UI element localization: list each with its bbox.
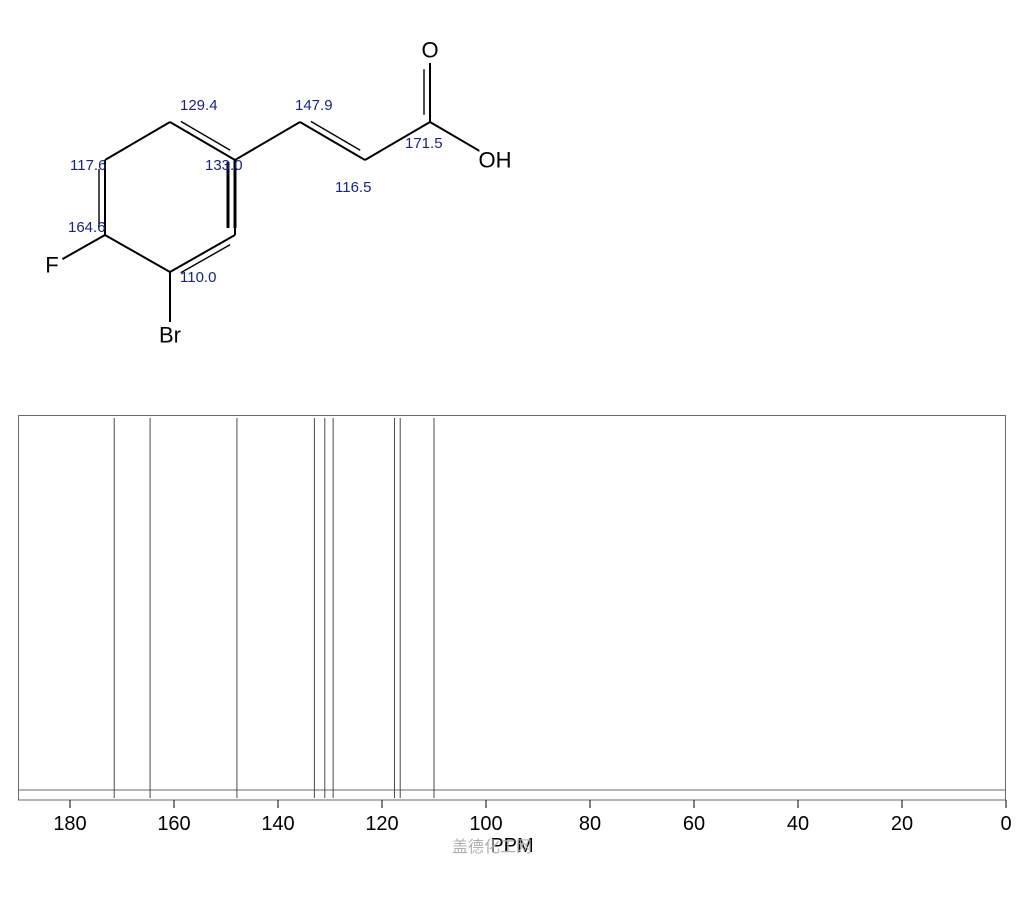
page-root: O OH F Br 129.4 147.9 117.6 133.0 171.5 116.5 164…: [0, 0, 1024, 900]
atom-label: OH: [479, 148, 512, 173]
chemical-shift-label: 110.0: [180, 269, 216, 286]
atom-label: F: [45, 253, 58, 278]
chemical-shift-label: 147.9: [295, 97, 333, 114]
spectrum-frame: [18, 416, 1006, 801]
bond-line-inner: [311, 121, 360, 150]
axis-tick-label: 40: [787, 813, 809, 835]
atom-label: Br: [159, 323, 181, 348]
atom-label: O: [421, 38, 438, 63]
axis-tick-label: 180: [53, 813, 86, 835]
atom-label-layer: O OH F Br: [43, 37, 511, 348]
axis-tick-label: 140: [261, 813, 294, 835]
axis-tick-label: 60: [683, 813, 705, 835]
nmr-spectrum-chart: 180160140120100806040200PPM 盖德化工网: [18, 415, 1006, 855]
chemical-shift-label: 164.6: [68, 219, 106, 236]
spectrum-border: [19, 416, 1006, 801]
bond-line: [170, 235, 235, 272]
chemical-shift-label: 133.0: [205, 157, 243, 174]
axis-tick-label: 160: [157, 813, 190, 835]
axis-tick-label: 120: [365, 813, 398, 835]
spectrum-svg: 180160140120100806040200PPM 盖德化工网: [18, 415, 1006, 855]
chemical-structure-diagram: O OH F Br 129.4 147.9 117.6 133.0 171.5 116.5 164…: [0, 10, 540, 390]
bond-line: [105, 235, 170, 272]
watermark-text: 盖德化工网: [452, 838, 532, 856]
chemical-shift-label: 117.6: [70, 157, 106, 174]
axis-tick-label: 20: [891, 813, 913, 835]
chemical-shift-label: 171.5: [405, 135, 443, 152]
bond-line: [105, 122, 170, 160]
structure-svg: O OH F Br 129.4 147.9 117.6 133.0 171.5 116.5 164…: [0, 10, 540, 390]
spectrum-axis: 180160140120100806040200PPM: [53, 800, 1011, 857]
shift-label-layer: 129.4 147.9 117.6 133.0 171.5 116.5 164.6 110.0: [68, 97, 443, 286]
axis-tick-label: 80: [579, 813, 601, 835]
bond-line: [300, 122, 365, 160]
bond-line-inner: [181, 121, 230, 150]
axis-tick-label: 0: [1000, 813, 1011, 835]
spectrum-watermark: 盖德化工网: [452, 838, 532, 856]
bond-layer: [62, 62, 484, 323]
bond-line: [170, 122, 235, 160]
chemical-shift-label: 116.5: [335, 179, 371, 196]
axis-tick-label: 100: [469, 813, 502, 835]
chemical-shift-label: 129.4: [180, 97, 218, 114]
bond-line: [235, 122, 300, 160]
bond-line: [62, 235, 105, 259]
